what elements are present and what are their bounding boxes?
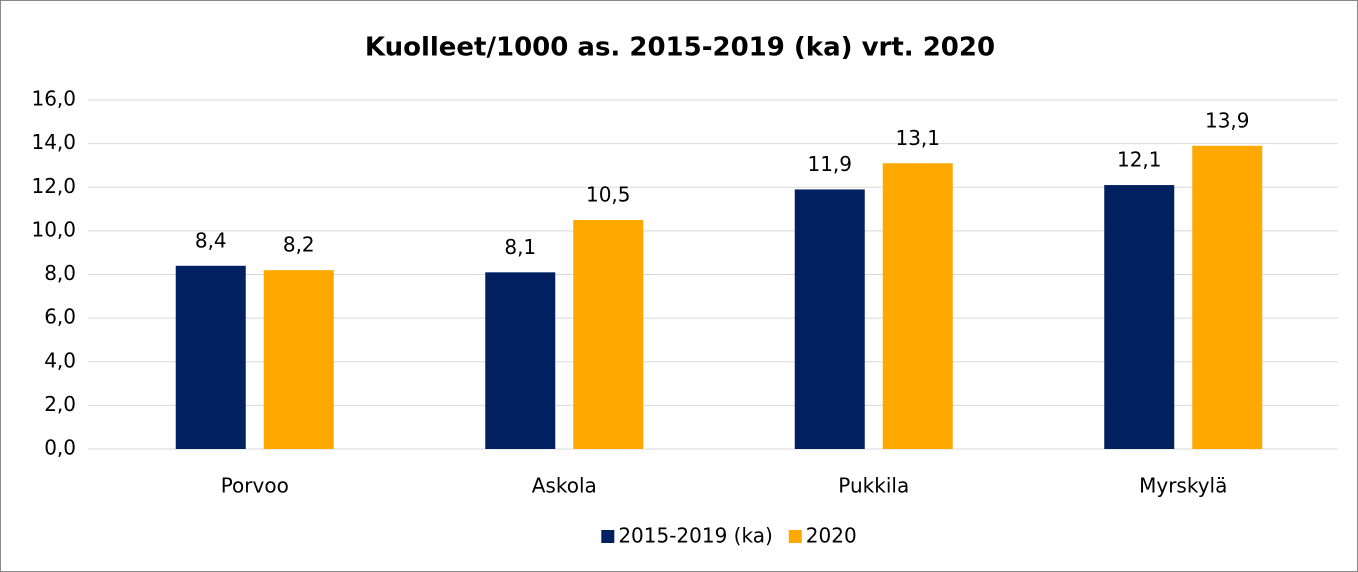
x-tick-label: Porvoo bbox=[221, 474, 289, 498]
data-label: 13,1 bbox=[895, 126, 940, 150]
y-tick-label: 10,0 bbox=[31, 217, 76, 241]
bar bbox=[1104, 185, 1175, 449]
y-tick-label: 8,0 bbox=[44, 261, 76, 285]
legend-swatch bbox=[788, 530, 802, 543]
bar bbox=[175, 265, 246, 449]
x-tick-label: Myrskylä bbox=[1139, 474, 1227, 498]
y-tick-label: 14,0 bbox=[31, 130, 76, 154]
bar bbox=[263, 270, 334, 449]
y-tick-label: 6,0 bbox=[44, 305, 76, 329]
x-tick-label: Askola bbox=[532, 474, 597, 498]
bar bbox=[882, 163, 953, 449]
data-label: 8,1 bbox=[504, 235, 536, 259]
bar bbox=[573, 219, 644, 449]
data-label: 11,9 bbox=[807, 152, 852, 176]
bar bbox=[485, 272, 556, 449]
data-label: 13,9 bbox=[1205, 108, 1250, 132]
data-label: 10,5 bbox=[586, 182, 631, 206]
x-tick-label: Pukkila bbox=[838, 474, 909, 498]
y-tick-label: 16,0 bbox=[31, 87, 76, 111]
y-tick-label: 2,0 bbox=[44, 392, 76, 416]
bar bbox=[794, 189, 865, 449]
data-label: 8,4 bbox=[195, 228, 227, 252]
legend-label: 2020 bbox=[806, 524, 857, 548]
y-tick-label: 4,0 bbox=[44, 348, 76, 372]
data-label: 8,2 bbox=[283, 233, 315, 257]
chart-title: Kuolleet/1000 as. 2015-2019 (ka) vrt. 20… bbox=[365, 33, 995, 63]
legend-swatch bbox=[601, 530, 615, 543]
legend-label: 2015-2019 (ka) bbox=[618, 524, 772, 548]
bar bbox=[1192, 145, 1263, 449]
y-tick-label: 12,0 bbox=[31, 174, 76, 198]
data-label: 12,1 bbox=[1117, 148, 1162, 172]
y-tick-label: 0,0 bbox=[44, 436, 76, 460]
